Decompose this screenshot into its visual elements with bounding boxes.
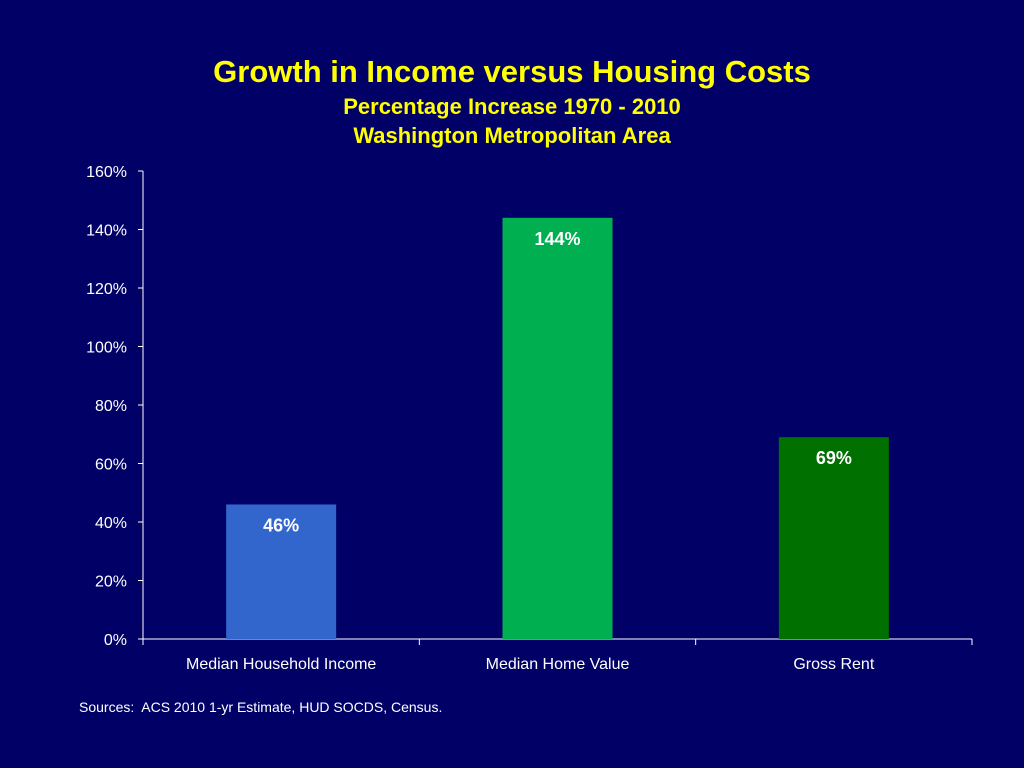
- category-label: Gross Rent: [793, 656, 874, 673]
- bar: [778, 437, 889, 639]
- bar: [502, 217, 613, 640]
- y-tick-label: 160%: [86, 164, 127, 181]
- y-tick-label: 60%: [95, 457, 127, 474]
- y-tick-label: 20%: [95, 574, 127, 591]
- title-block: Growth in Income versus Housing Costs Pe…: [0, 52, 1024, 150]
- chart-subtitle: Percentage Increase 1970 - 2010: [343, 94, 681, 119]
- y-tick-label: 140%: [86, 223, 127, 240]
- bar-data-label: 46%: [263, 515, 299, 535]
- chart-title: Growth in Income versus Housing Costs: [213, 54, 811, 89]
- y-tick-label: 0%: [104, 632, 127, 649]
- y-tick-label: 100%: [86, 340, 127, 357]
- category-label: Median Household Income: [186, 656, 376, 673]
- y-tick-label: 80%: [95, 398, 127, 415]
- source-note: Sources: ACS 2010 1-yr Estimate, HUD SOC…: [79, 699, 443, 715]
- chart-subtitle-region: Washington Metropolitan Area: [353, 123, 671, 148]
- y-tick-label: 40%: [95, 515, 127, 532]
- category-label: Median Home Value: [486, 656, 630, 673]
- y-tick-label: 120%: [86, 281, 127, 298]
- bar-data-label: 69%: [816, 448, 852, 468]
- bar-data-label: 144%: [534, 229, 580, 249]
- bar: [226, 504, 337, 639]
